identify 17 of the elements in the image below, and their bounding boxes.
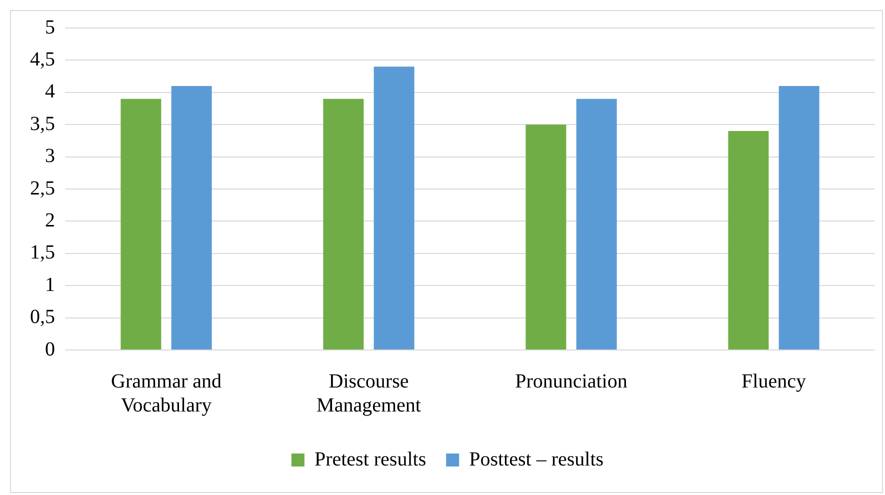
x-tick-label: Grammar and Vocabulary [110, 370, 222, 416]
y-tick-label: 0,5 [30, 306, 55, 328]
x-tick-label: Fluency [742, 370, 806, 392]
y-tick-label: 1,5 [30, 242, 55, 264]
y-tick-label: 2 [45, 209, 55, 232]
x-tick-label: Discourse Management [316, 370, 422, 416]
y-tick-label: 4,5 [30, 48, 55, 70]
legend-label: Pretest results [314, 448, 426, 470]
y-tick-label: 1 [45, 274, 55, 296]
y-tick-label: 0 [45, 338, 55, 360]
y-tick-label: 3,5 [30, 112, 55, 135]
legend-label: Posttest – results [469, 448, 604, 470]
y-tick-label: 2,5 [30, 177, 55, 200]
y-tick-label: 4 [45, 80, 55, 103]
y-tick-label: 5 [45, 16, 55, 38]
y-tick-label: 3 [45, 145, 55, 168]
x-tick-label: Pronunciation [515, 370, 628, 392]
